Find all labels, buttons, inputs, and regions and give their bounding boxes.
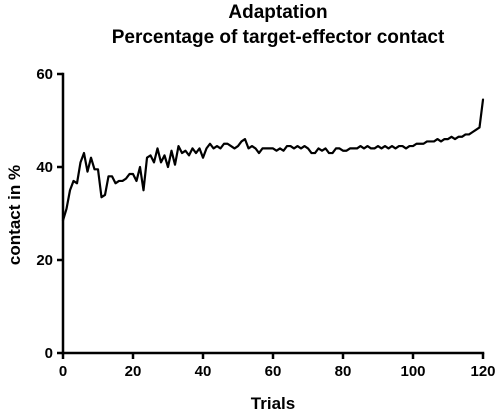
axes <box>61 72 485 355</box>
x-tick-label: 80 <box>335 363 352 380</box>
series-line <box>61 98 485 222</box>
series-layer <box>61 98 485 222</box>
chart-subtitle: Percentage of target-effector contact <box>112 27 445 48</box>
x-tick-label: 0 <box>59 363 67 380</box>
ticks: 0 20 40 60 80 100 120 0 20 40 60 <box>36 66 495 380</box>
x-axis-label: Trials <box>251 394 295 413</box>
x-tick-label: 120 <box>470 363 495 380</box>
chart-title: Adaptation <box>228 2 327 23</box>
y-axis-label: contact in % <box>5 165 24 265</box>
y-tick-label: 0 <box>45 345 53 362</box>
x-tick-label: 20 <box>125 363 142 380</box>
x-tick-label: 60 <box>265 363 282 380</box>
y-tick-label: 60 <box>36 66 53 83</box>
y-tick-label: 40 <box>36 159 53 176</box>
y-tick-label: 20 <box>36 252 53 269</box>
x-tick-label: 40 <box>195 363 212 380</box>
x-tick-label: 100 <box>400 363 425 380</box>
